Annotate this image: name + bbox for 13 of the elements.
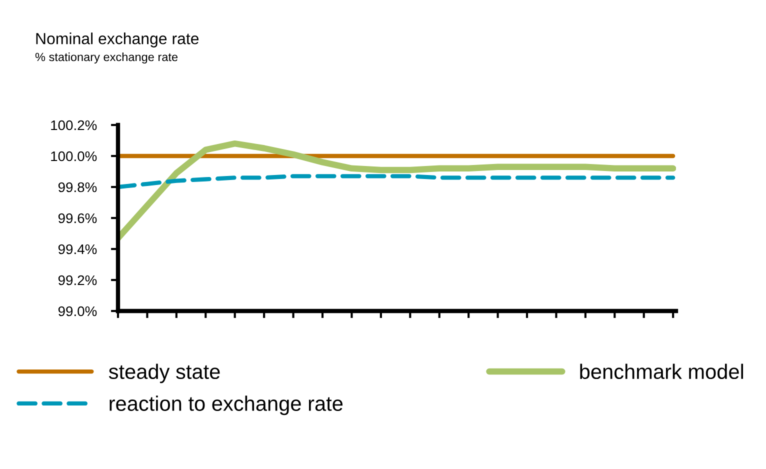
legend-label: steady state (108, 364, 220, 384)
y-tick-label: 100.2% (51, 120, 97, 130)
chart-title: Nominal exchange rate (36, 32, 199, 48)
y-tick-label: 99.0% (58, 306, 97, 316)
y-tick-label: 100.0% (51, 151, 97, 162)
line-series (118, 174, 676, 190)
legend-label: benchmark model (580, 364, 744, 380)
y-tick-label: 99.2% (58, 275, 97, 286)
y-tick-label: 99.4% (58, 244, 97, 254)
y-tick-label: 99.6% (58, 213, 97, 224)
legend-label: reaction to exchange rate (110, 396, 343, 416)
chart-subtitle: % stationary exchange rate (35, 52, 178, 64)
y-tick-label: 99.8% (58, 182, 97, 192)
